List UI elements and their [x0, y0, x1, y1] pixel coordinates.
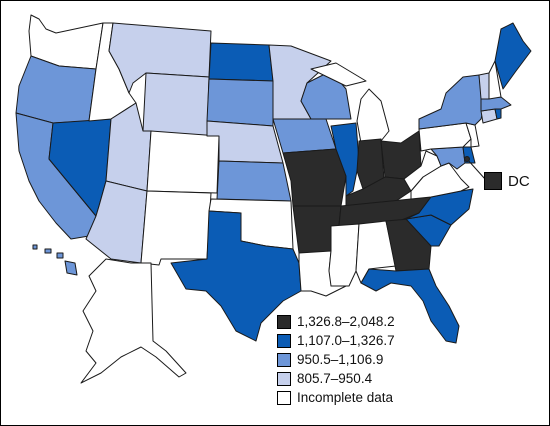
state-sd: [206, 78, 274, 127]
state-nh: [488, 60, 502, 100]
state-ny: [418, 74, 484, 130]
state-nm: [140, 190, 212, 266]
state-ms: [328, 223, 360, 287]
state-mi: [310, 62, 390, 144]
legend-swatch: [277, 390, 291, 405]
legend-label: 1,326.8–2,048.2: [297, 314, 395, 329]
legend-item: Incomplete data: [277, 388, 395, 407]
legend-item: 1,326.8–2,048.2: [277, 312, 395, 331]
state-il: [330, 122, 360, 197]
legend: 1,326.8–2,048.2 1,107.0–1,326.7 950.5–1,…: [277, 312, 395, 407]
state-ia: [272, 118, 337, 154]
dc-marker: [464, 156, 470, 162]
state-ak: [80, 258, 187, 384]
dc-leader-line: [466, 158, 486, 180]
state-hi: [32, 244, 78, 276]
legend-item: 1,107.0–1,326.7: [277, 331, 395, 350]
dc-label: DC: [508, 172, 530, 190]
state-ks: [216, 160, 292, 202]
state-vt: [478, 72, 490, 100]
state-co: [146, 130, 220, 194]
legend-label: 1,107.0–1,326.7: [297, 333, 395, 348]
legend-item: 950.5–1,106.9: [277, 350, 395, 369]
dc-swatch: [484, 172, 502, 190]
legend-label: 950.5–1,106.9: [297, 352, 384, 367]
dc-key: DC: [484, 172, 530, 190]
legend-swatch: [277, 371, 291, 386]
legend-label: 805.7–950.4: [297, 371, 373, 386]
legend-label: Incomplete data: [297, 390, 394, 405]
state-wy: [142, 72, 210, 137]
state-nd: [208, 42, 274, 82]
state-mo: [282, 148, 347, 207]
legend-swatch: [277, 333, 291, 348]
state-fl: [360, 268, 460, 344]
state-me: [494, 22, 532, 90]
legend-item: 805.7–950.4: [277, 369, 395, 388]
legend-swatch: [277, 352, 291, 367]
state-ga: [385, 218, 432, 272]
legend-swatch: [277, 314, 291, 329]
state-tx: [170, 210, 302, 342]
